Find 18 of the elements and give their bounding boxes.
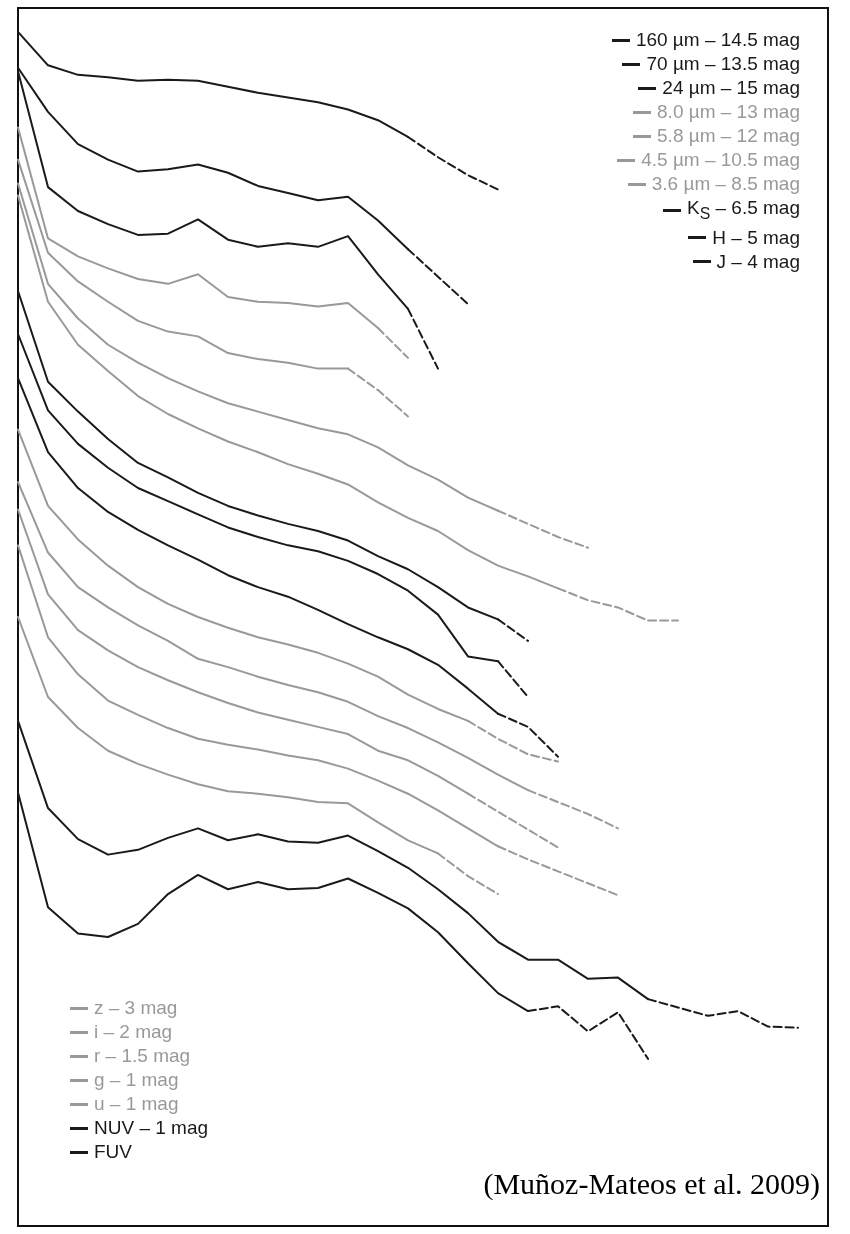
legend-label: 160 µm – 14.5 mag bbox=[635, 28, 800, 52]
annotation: (Muñoz-Mateos et al. 2009) bbox=[483, 1166, 820, 1201]
legend-label: FUV bbox=[94, 1140, 132, 1164]
legend-label: NUV – 1 mag bbox=[94, 1116, 209, 1140]
legend-label: 4.5 µm – 10.5 mag bbox=[641, 148, 800, 172]
legend-label: K$_{S}$ – 6.5 mag bbox=[686, 196, 800, 224]
legend-label: i – 2 mag bbox=[94, 1020, 173, 1044]
legend-label: u – 1 mag bbox=[94, 1092, 179, 1116]
legend-label: z – 3 mag bbox=[94, 996, 178, 1020]
legend-label: 8.0 µm – 13 mag bbox=[657, 100, 800, 124]
legend-label: 24 µm – 15 mag bbox=[662, 76, 800, 100]
legend-label: H – 5 mag bbox=[712, 225, 800, 250]
legend-label: 3.6 µm – 8.5 mag bbox=[651, 172, 800, 196]
legend-label: g – 1 mag bbox=[94, 1068, 179, 1092]
legend-label: J – 4 mag bbox=[716, 249, 800, 274]
legend-label: 5.8 µm – 12 mag bbox=[657, 124, 800, 148]
legend-label: 70 µm – 13.5 mag bbox=[646, 52, 800, 76]
legend-label: r – 1.5 mag bbox=[94, 1044, 191, 1068]
